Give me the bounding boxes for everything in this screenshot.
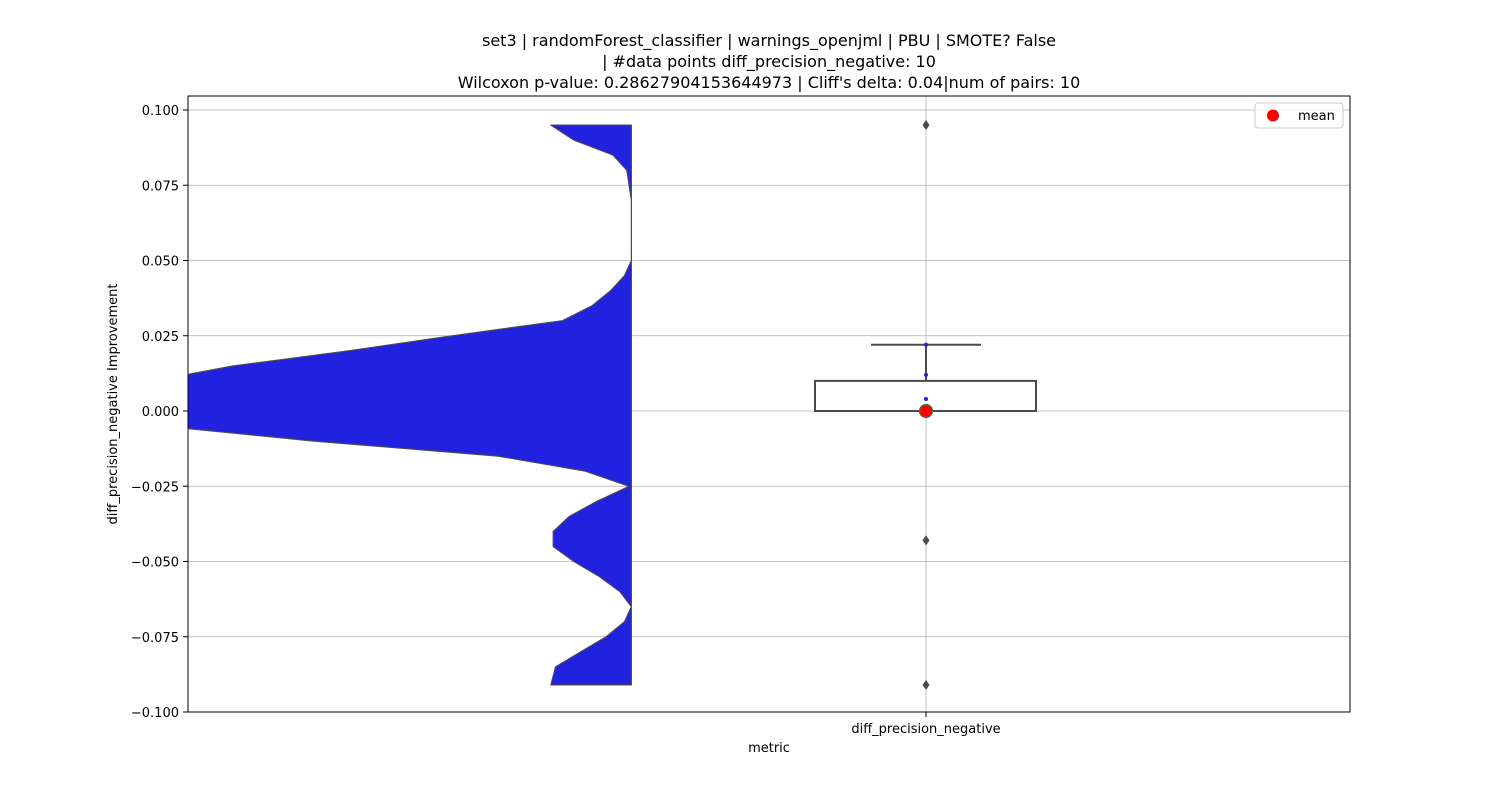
violin-layer [188, 124, 632, 686]
box-layer [814, 120, 1037, 690]
outlier-point-0 [922, 120, 930, 131]
mean-marker [918, 403, 934, 419]
plot-frame [187, 95, 1351, 713]
violin-body [188, 124, 632, 686]
chart-title-line-1: set3 | randomForest_classifier | warning… [482, 31, 1056, 51]
y-tick-label-5: −0.025 [131, 480, 179, 495]
data-point-0 [924, 342, 928, 347]
x-axis-label: metric [748, 741, 790, 756]
y-tick-label-1: 0.075 [142, 179, 179, 194]
outlier-point-2 [922, 679, 930, 690]
chart-title-line-2: | #data points diff_precision_negative: … [602, 52, 936, 72]
y-tick-label-7: −0.075 [131, 631, 179, 646]
outlier-point-1 [922, 535, 930, 546]
y-axis-label: diff_precision_negative Improvement [106, 284, 121, 525]
y-tick-label-0: 0.100 [142, 104, 179, 119]
x-tick-label: diff_precision_negative [851, 722, 1000, 737]
y-tick-label-6: −0.050 [131, 556, 179, 571]
y-tick-label-2: 0.050 [142, 255, 179, 270]
legend-box [1254, 102, 1344, 129]
y-tick-label-8: −0.100 [131, 706, 179, 721]
chart-title-line-3: Wilcoxon p-value: 0.28627904153644973 | … [458, 73, 1081, 92]
data-point-2 [924, 396, 928, 401]
data-point-1 [924, 372, 928, 377]
legend-mean-label: mean [1298, 109, 1335, 124]
y-tick-label-3: 0.025 [142, 330, 179, 345]
legend: mean [1254, 102, 1344, 129]
legend-mean-marker [1267, 109, 1279, 122]
y-axis-ticks: 0.100 0.075 0.050 0.025 0.000 −0.025 −0.050 −0.… [131, 104, 188, 721]
y-tick-label-4: 0.000 [142, 405, 179, 420]
